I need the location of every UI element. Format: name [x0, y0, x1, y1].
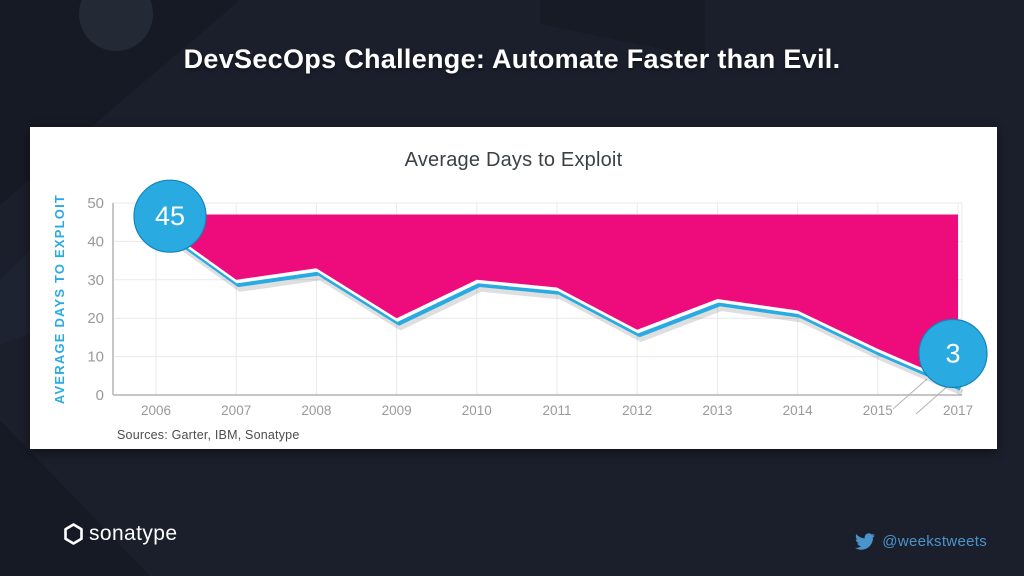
x-tick-label: 2013 [702, 403, 732, 418]
x-tick-label: 2015 [863, 403, 893, 418]
axes [112, 203, 962, 396]
y-tick-label: 0 [96, 387, 104, 404]
axis-break-marks [892, 378, 951, 415]
x-tick-label: 2014 [783, 403, 814, 418]
y-tick-label: 40 [87, 233, 104, 250]
x-tick-label: 2010 [462, 403, 492, 418]
trend-line [157, 225, 962, 391]
x-tick-label: 2009 [382, 403, 412, 418]
twitter-attribution: @weekstweets [855, 533, 987, 550]
y-tick-label: 30 [87, 272, 104, 289]
x-tick-label: 2006 [141, 403, 171, 418]
callout-bubble-3: 3 [918, 318, 988, 389]
slide-title: DevSecOps Challenge: Automate Faster tha… [183, 44, 841, 74]
twitter-handle: @weekstweets [882, 533, 987, 550]
x-tick-label: 2008 [301, 403, 331, 418]
line-highlight [156, 222, 960, 387]
sonatype-logo: sonatype [64, 522, 177, 546]
callout-bubble-45: 45 [133, 179, 207, 253]
x-tick-label: 2011 [542, 403, 571, 418]
area-series [156, 214, 958, 384]
callout-value: 45 [155, 201, 185, 231]
x-tick-label: 2012 [622, 403, 652, 418]
x-tick-label: 2017 [943, 403, 973, 418]
chart-title: Average Days to Exploit [404, 149, 623, 171]
y-tick-label: 50 [87, 195, 104, 212]
chart-panel: Average Days to Exploit AVERAGE DAYS TO … [30, 127, 997, 449]
line-shadow [158, 228, 964, 396]
exploit-area-chart: 0 10 20 30 40 50 2006 2007 2008 2009 2010 2011 2012 2… [87, 179, 988, 418]
tick-labels: 0 10 20 30 40 50 2006 2007 2008 2009 2010 2011 2012 2… [87, 195, 973, 418]
callout-value: 3 [945, 338, 960, 368]
twitter-bird-icon [855, 533, 876, 550]
x-tick-label: 2007 [221, 403, 251, 418]
sources-note: Sources: Garter, IBM, Sonatype [117, 428, 300, 442]
logo-text: sonatype [89, 522, 178, 545]
y-tick-label: 20 [87, 310, 104, 327]
y-tick-label: 10 [87, 349, 104, 366]
hexagon-icon [64, 523, 83, 545]
